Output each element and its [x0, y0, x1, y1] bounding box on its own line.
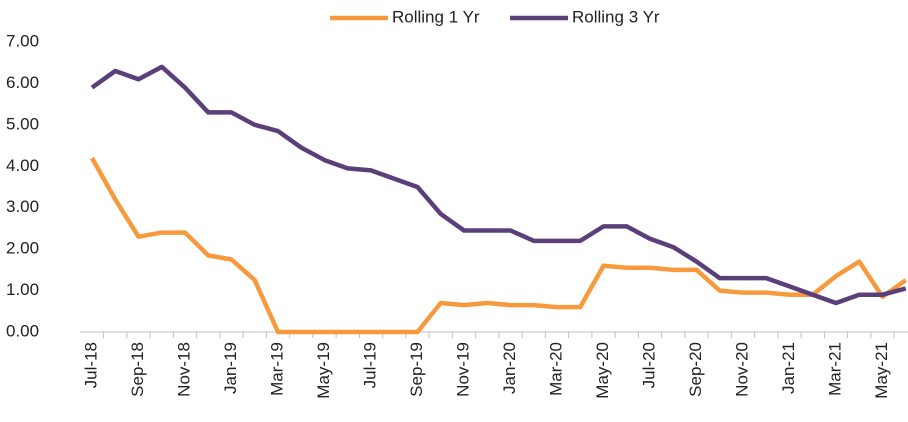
x-tick-label: May-19	[314, 342, 333, 399]
x-tick-label: Mar-19	[267, 342, 286, 396]
y-tick-label: 6.00	[6, 73, 39, 92]
line-series	[90, 156, 908, 335]
y-tick-label: 4.00	[6, 156, 39, 175]
x-tick-label: May-20	[593, 342, 612, 399]
legend-label: Rolling 3 Yr	[572, 7, 660, 26]
x-tick-label: Jan-19	[221, 342, 240, 394]
x-tick-label: Mar-21	[825, 342, 844, 396]
x-tick-label: Sep-19	[407, 342, 426, 397]
x-tick-label: May-21	[872, 342, 891, 399]
y-tick-label: 0.00	[6, 321, 39, 340]
x-tick-label: Sep-20	[686, 342, 705, 397]
x-tick-label: Nov-19	[453, 342, 472, 397]
x-tick-label: Mar-20	[546, 342, 565, 396]
y-tick-label: 5.00	[6, 114, 39, 133]
y-tick-label: 3.00	[6, 197, 39, 216]
x-tick-label: Nov-20	[732, 342, 751, 397]
x-tick-label: Nov-18	[174, 342, 193, 397]
y-tick-label: 2.00	[6, 239, 39, 258]
y-tick-label: 1.00	[6, 280, 39, 299]
x-tick-label: Jan-21	[779, 342, 798, 394]
line-series	[90, 64, 907, 306]
x-tick-label: Jul-20	[639, 342, 658, 388]
x-tick-label: Jul-18	[81, 342, 100, 388]
x-tick-label: Jul-19	[360, 342, 379, 388]
x-tick-label: Sep-18	[128, 342, 147, 397]
legend-label: Rolling 1 Yr	[392, 7, 480, 26]
x-tick-label: Jan-20	[500, 342, 519, 394]
y-tick-label: 7.00	[6, 31, 39, 50]
